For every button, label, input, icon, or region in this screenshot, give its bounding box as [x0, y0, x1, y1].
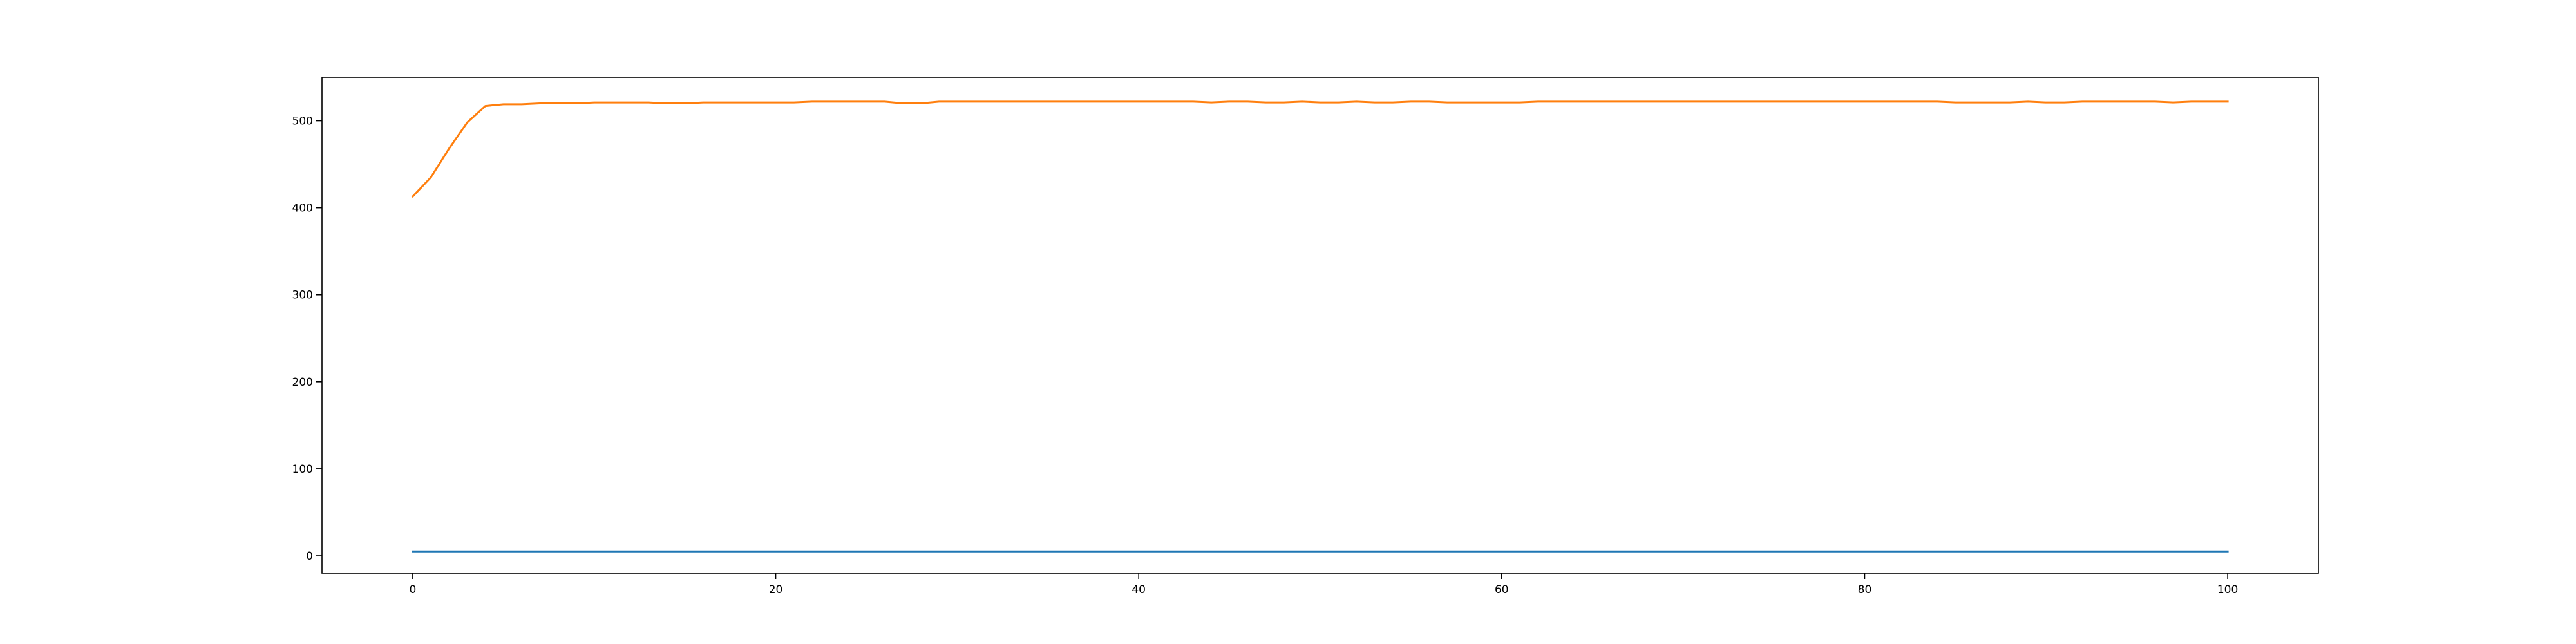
series-layer: [411, 100, 2229, 553]
axes-layer: 0 20 40 60 80 100 0 100 200 300 400 500: [292, 77, 2319, 596]
y-tick-label: 500: [292, 115, 313, 128]
x-tick-label: 60: [1495, 583, 1509, 596]
y-tick-label: 200: [292, 376, 313, 389]
y-tick-label: 300: [292, 289, 313, 302]
y-tick-label: 0: [306, 550, 313, 563]
x-tick-label: 0: [409, 583, 416, 596]
y-tick-label: 400: [292, 202, 313, 215]
x-tick-label: 40: [1132, 583, 1146, 596]
x-tick-label: 20: [769, 583, 783, 596]
y-tick-label: 100: [292, 463, 313, 476]
x-tick-label: 80: [1858, 583, 1872, 596]
series-line-2: [411, 100, 2229, 198]
plot-frame: [321, 77, 2319, 574]
x-tick-label: 100: [2217, 583, 2238, 596]
